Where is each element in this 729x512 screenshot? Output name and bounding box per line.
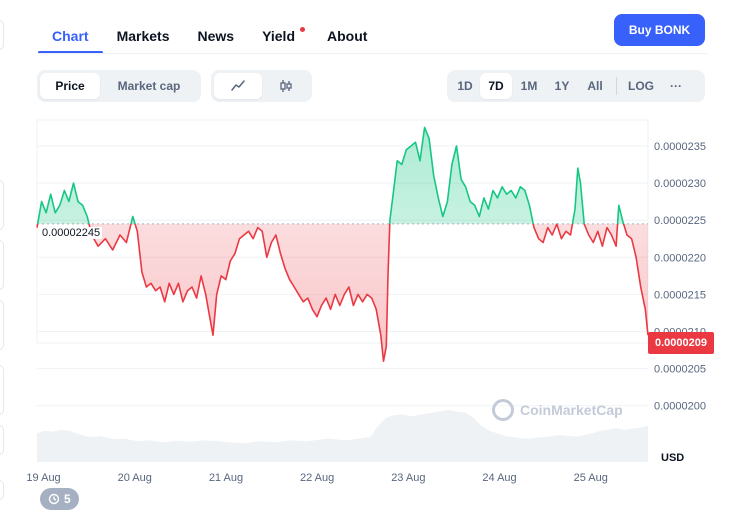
buy-button[interactable]: Buy BONK xyxy=(614,14,705,46)
range-1d-button[interactable]: 1D xyxy=(457,79,473,93)
x-tick-label: 21 Aug xyxy=(209,472,243,484)
watermark-text: CoinMarketCap xyxy=(520,402,623,418)
range-1y-button[interactable]: 1Y xyxy=(554,79,570,93)
history-icon xyxy=(48,493,60,505)
x-tick-label: 22 Aug xyxy=(300,472,334,484)
x-tick-label: 25 Aug xyxy=(574,472,608,484)
tab-markets[interactable]: Markets xyxy=(103,18,184,54)
chart-style-toggle xyxy=(211,70,312,102)
y-tick-label: 0.0000200 xyxy=(654,401,706,413)
y-tick-label: 0.0000235 xyxy=(654,141,706,153)
baseline-price-label: 0.00002245 xyxy=(40,227,103,239)
tab-chart-label: Chart xyxy=(52,28,89,44)
log-scale-button[interactable]: LOG xyxy=(628,79,654,93)
y-tick-label: 0.0000205 xyxy=(654,364,706,376)
candlestick-icon xyxy=(279,80,292,92)
section-tabs: Chart Markets News Yield About xyxy=(38,18,381,54)
volume-area xyxy=(37,410,648,462)
chart-watermark: CoinMarketCap xyxy=(492,399,623,421)
tab-markets-label: Markets xyxy=(116,28,170,44)
range-all-button[interactable]: All xyxy=(587,79,603,93)
currency-label: USD xyxy=(661,452,685,464)
candlestick-chart-button[interactable] xyxy=(262,73,309,99)
market-cap-toggle-button[interactable]: Market cap xyxy=(117,79,181,93)
left-panel-edge xyxy=(0,0,6,512)
tab-yield-label: Yield xyxy=(262,28,295,44)
tab-news-label: News xyxy=(197,28,235,44)
coinmarketcap-logo-icon xyxy=(492,399,514,421)
price-area-below-baseline xyxy=(37,223,648,362)
history-button[interactable]: 5 xyxy=(40,488,79,510)
history-count: 5 xyxy=(64,492,71,506)
tab-about[interactable]: About xyxy=(313,18,381,54)
x-tick-label: 23 Aug xyxy=(391,472,425,484)
y-tick-label: 0.0000225 xyxy=(654,215,706,227)
price-toggle-button[interactable]: Price xyxy=(40,73,100,99)
tab-chart[interactable]: Chart xyxy=(38,18,103,54)
range-7d-button[interactable]: 7D xyxy=(480,73,512,99)
new-badge-dot xyxy=(300,27,305,32)
range-divider xyxy=(616,77,617,95)
metric-toggle: Price Market cap xyxy=(37,70,201,102)
x-tick-label: 24 Aug xyxy=(482,472,516,484)
line-chart-button[interactable] xyxy=(214,73,262,99)
y-tick-label: 0.0000220 xyxy=(654,252,706,264)
price-line-down xyxy=(36,223,649,362)
tab-about-label: About xyxy=(327,28,368,44)
tab-news[interactable]: News xyxy=(183,18,248,54)
more-options-icon[interactable]: ··· xyxy=(670,79,682,93)
x-tick-label: 19 Aug xyxy=(26,472,60,484)
range-1m-button[interactable]: 1M xyxy=(520,79,538,93)
current-price-flag: 0.0000209 xyxy=(648,332,714,354)
tab-yield[interactable]: Yield xyxy=(248,18,313,54)
tabs-divider xyxy=(38,53,707,54)
x-tick-label: 20 Aug xyxy=(118,472,152,484)
y-tick-label: 0.0000230 xyxy=(654,178,706,190)
y-tick-label: 0.0000215 xyxy=(654,289,706,301)
time-range-toggle: 1D 7D 1M 1Y All LOG ··· xyxy=(447,70,705,102)
line-chart-icon xyxy=(231,80,245,91)
